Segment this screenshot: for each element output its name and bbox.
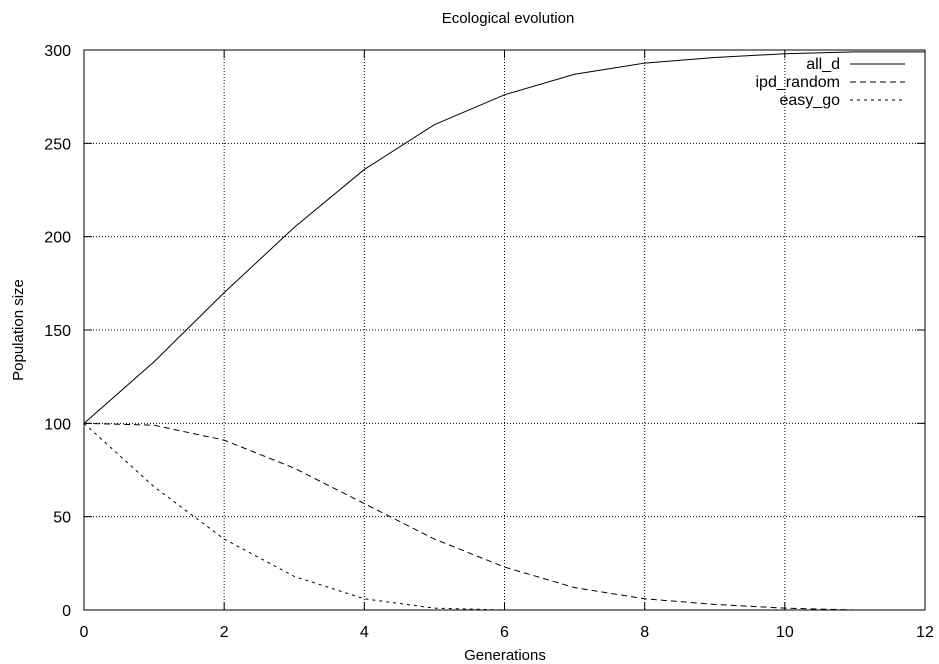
x-tick-label: 6 — [500, 624, 509, 641]
series-lines — [83, 51, 925, 611]
legend-label: easy_go — [780, 92, 841, 109]
y-tick-label: 300 — [44, 43, 71, 60]
legend-label: ipd_random — [756, 74, 841, 91]
y-tick-label: 200 — [44, 230, 71, 247]
x-tick-label: 4 — [360, 624, 369, 641]
grid-lines — [84, 50, 925, 610]
y-tick-label: 50 — [53, 510, 71, 527]
x-tick-label: 0 — [80, 624, 89, 641]
chart-title: Ecological evolution — [442, 10, 575, 27]
x-tick-label: 12 — [916, 624, 934, 641]
y-tick-label: 150 — [44, 323, 71, 340]
x-axis-label: Generations — [464, 647, 546, 664]
x-tick-label: 2 — [220, 624, 229, 641]
x-tick-label: 10 — [776, 624, 794, 641]
x-tick-label: 8 — [640, 624, 649, 641]
y-tick-label: 250 — [44, 136, 71, 153]
y-tick-label: 0 — [62, 603, 71, 620]
x-axis: 0 2 4 6 8 10 12 — [80, 50, 934, 641]
y-axis-label: Population size — [10, 279, 27, 381]
y-tick-label: 100 — [44, 416, 71, 433]
legend-label: all_d — [806, 56, 840, 73]
y-axis: 0 50 100 150 200 250 300 — [44, 43, 925, 620]
